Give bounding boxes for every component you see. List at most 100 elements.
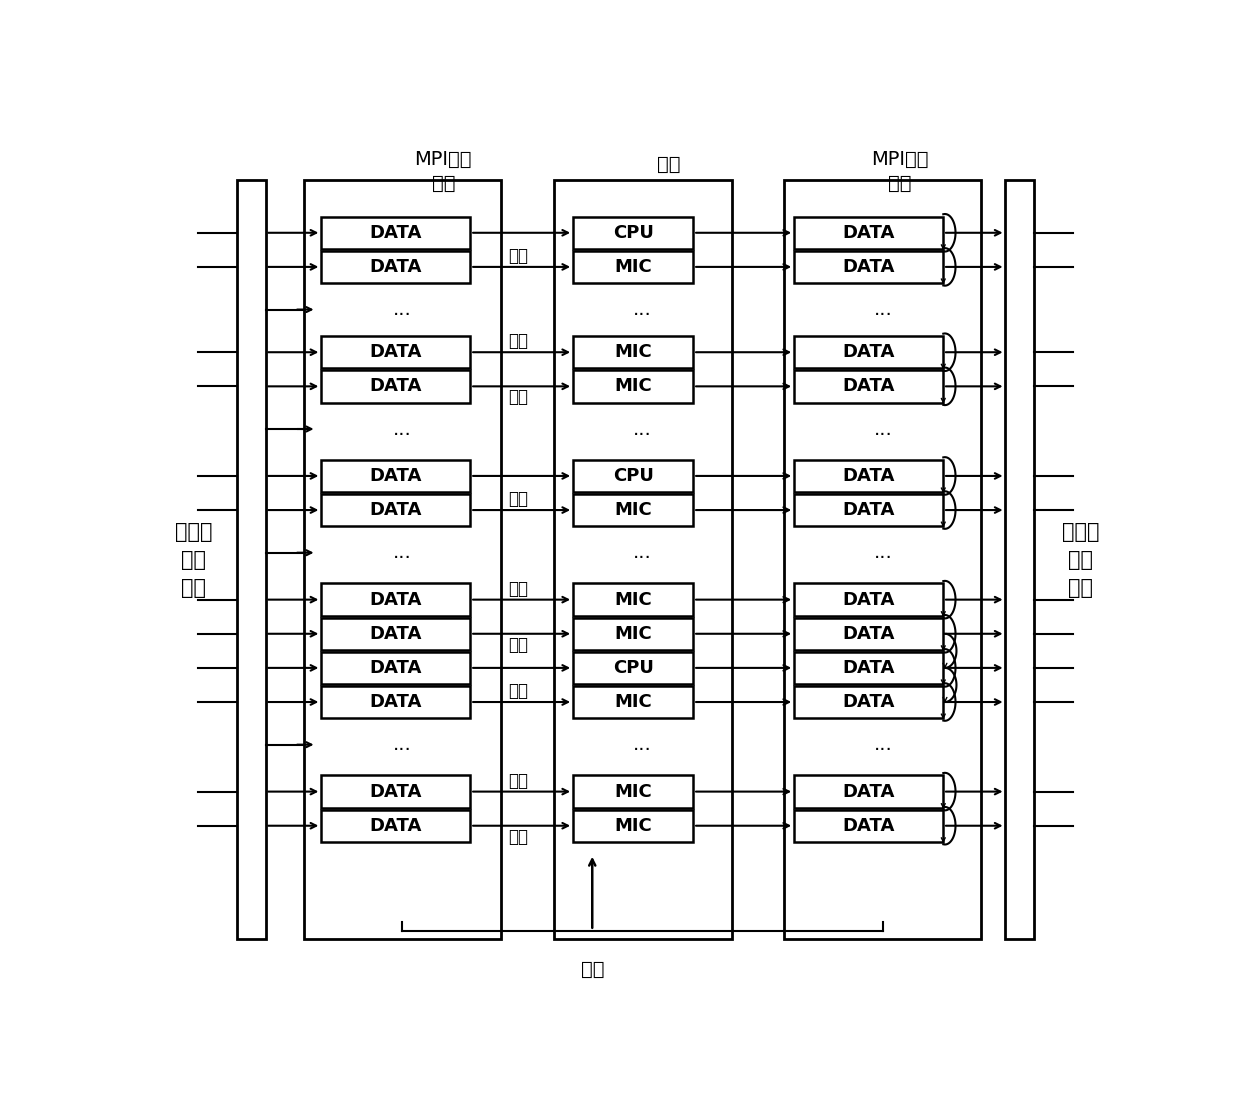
Text: 卸载: 卸载 bbox=[508, 247, 528, 265]
Text: MIC: MIC bbox=[614, 817, 652, 834]
Text: DATA: DATA bbox=[370, 591, 422, 608]
Bar bbox=[321, 460, 470, 492]
Text: DATA: DATA bbox=[842, 224, 895, 242]
Bar bbox=[321, 216, 470, 249]
Text: ...: ... bbox=[393, 736, 412, 755]
Bar bbox=[321, 584, 470, 616]
Text: DATA: DATA bbox=[370, 224, 422, 242]
Text: 卸载: 卸载 bbox=[508, 681, 528, 700]
Text: MPI数据
通信: MPI数据 通信 bbox=[870, 150, 929, 193]
Text: MIC: MIC bbox=[614, 501, 652, 519]
Bar bbox=[794, 336, 944, 369]
Bar bbox=[573, 216, 693, 249]
Text: DATA: DATA bbox=[370, 692, 422, 711]
Text: DATA: DATA bbox=[370, 258, 422, 276]
Bar bbox=[573, 460, 693, 492]
Text: 卸载: 卸载 bbox=[508, 771, 528, 790]
Text: 卸载: 卸载 bbox=[508, 579, 528, 597]
Bar bbox=[794, 216, 944, 249]
Bar bbox=[785, 179, 982, 940]
Text: MIC: MIC bbox=[614, 692, 652, 711]
Text: DATA: DATA bbox=[370, 817, 422, 834]
Text: ...: ... bbox=[874, 300, 893, 319]
Text: DATA: DATA bbox=[370, 501, 422, 519]
Bar bbox=[304, 179, 501, 940]
Text: ...: ... bbox=[634, 543, 652, 562]
Bar bbox=[321, 336, 470, 369]
Text: DATA: DATA bbox=[842, 466, 895, 485]
Text: MIC: MIC bbox=[614, 343, 652, 361]
Text: DATA: DATA bbox=[842, 501, 895, 519]
Bar bbox=[1006, 179, 1034, 940]
Text: CPU: CPU bbox=[613, 224, 653, 242]
Text: DATA: DATA bbox=[370, 466, 422, 485]
Text: MIC: MIC bbox=[614, 378, 652, 396]
Text: DATA: DATA bbox=[842, 782, 895, 801]
Text: DATA: DATA bbox=[370, 659, 422, 677]
Bar bbox=[573, 370, 693, 402]
Bar bbox=[794, 494, 944, 526]
Bar bbox=[321, 617, 470, 650]
Text: DATA: DATA bbox=[370, 625, 422, 643]
Text: ...: ... bbox=[874, 736, 893, 755]
Bar bbox=[573, 617, 693, 650]
Bar bbox=[794, 810, 944, 842]
Text: MIC: MIC bbox=[614, 625, 652, 643]
Bar bbox=[573, 652, 693, 684]
Text: 卸载: 卸载 bbox=[508, 636, 528, 654]
Text: DATA: DATA bbox=[842, 625, 895, 643]
Bar bbox=[321, 494, 470, 526]
Text: 主进程
数据
输入: 主进程 数据 输入 bbox=[175, 522, 212, 597]
Bar bbox=[794, 652, 944, 684]
Bar bbox=[573, 336, 693, 369]
Text: DATA: DATA bbox=[842, 378, 895, 396]
Bar bbox=[794, 584, 944, 616]
Text: ...: ... bbox=[393, 300, 412, 319]
Text: 卸载: 卸载 bbox=[508, 490, 528, 507]
Text: MIC: MIC bbox=[614, 258, 652, 276]
Text: DATA: DATA bbox=[842, 659, 895, 677]
Text: ...: ... bbox=[634, 420, 652, 439]
Text: 主进程
数据
输出: 主进程 数据 输出 bbox=[1061, 522, 1099, 597]
Text: 卸载: 卸载 bbox=[508, 828, 528, 845]
Text: ...: ... bbox=[634, 736, 652, 755]
Text: DATA: DATA bbox=[370, 343, 422, 361]
Text: MPI数据
广播: MPI数据 广播 bbox=[414, 150, 472, 193]
Bar bbox=[573, 494, 693, 526]
Text: DATA: DATA bbox=[842, 817, 895, 834]
Text: DATA: DATA bbox=[842, 591, 895, 608]
Bar bbox=[321, 686, 470, 718]
Bar bbox=[321, 250, 470, 284]
Text: DATA: DATA bbox=[842, 258, 895, 276]
Bar bbox=[794, 686, 944, 718]
Bar bbox=[573, 686, 693, 718]
Text: DATA: DATA bbox=[370, 378, 422, 396]
Text: 卸载: 卸载 bbox=[508, 389, 528, 407]
Text: DATA: DATA bbox=[370, 782, 422, 801]
Bar bbox=[321, 370, 470, 402]
Bar bbox=[794, 250, 944, 284]
Text: MIC: MIC bbox=[614, 591, 652, 608]
Text: ...: ... bbox=[874, 420, 893, 439]
Text: CPU: CPU bbox=[613, 659, 653, 677]
Bar bbox=[794, 617, 944, 650]
Text: ...: ... bbox=[874, 543, 893, 562]
Text: MIC: MIC bbox=[614, 782, 652, 801]
Bar bbox=[573, 776, 693, 808]
Bar bbox=[554, 179, 732, 940]
Bar bbox=[794, 370, 944, 402]
Text: ...: ... bbox=[393, 543, 412, 562]
Bar bbox=[237, 179, 265, 940]
Text: CPU: CPU bbox=[613, 466, 653, 485]
Bar bbox=[794, 776, 944, 808]
Text: DATA: DATA bbox=[842, 343, 895, 361]
Bar bbox=[573, 810, 693, 842]
Bar bbox=[321, 776, 470, 808]
Bar bbox=[321, 810, 470, 842]
Bar bbox=[321, 652, 470, 684]
Text: 卸载: 卸载 bbox=[508, 332, 528, 350]
Text: ...: ... bbox=[393, 420, 412, 439]
Text: DATA: DATA bbox=[842, 692, 895, 711]
Bar bbox=[794, 460, 944, 492]
Bar bbox=[573, 584, 693, 616]
